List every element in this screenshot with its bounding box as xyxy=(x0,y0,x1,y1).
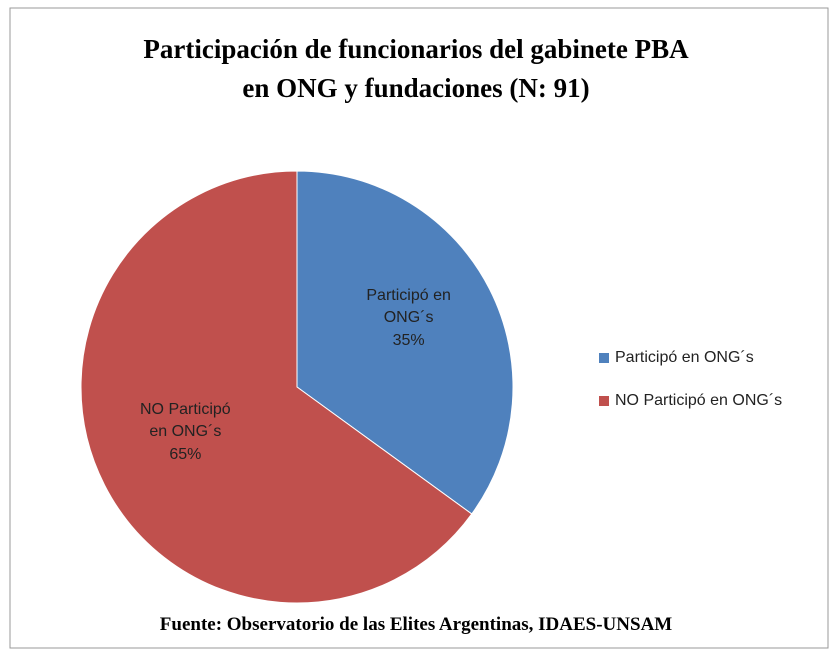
legend-swatch xyxy=(599,353,609,363)
legend-label: NO Participó en ONG´s xyxy=(615,392,782,409)
source-note: Fuente: Observatorio de las Elites Argen… xyxy=(160,614,673,635)
data-label: 65% xyxy=(169,445,202,463)
data-label: NO Participó en ONG´s xyxy=(140,400,231,440)
data-label: Participó en ONG´s xyxy=(366,287,451,327)
chart-title: en ONG y fundaciones (N: 91) xyxy=(242,73,589,103)
pie-slice xyxy=(296,170,514,515)
legend-label: Participó en ONG´s xyxy=(615,349,754,366)
chart-title: Participación de funcionarios del gabine… xyxy=(143,34,689,64)
data-label: 35% xyxy=(392,332,425,350)
pie-slice xyxy=(80,170,473,604)
legend-swatch xyxy=(599,396,609,406)
